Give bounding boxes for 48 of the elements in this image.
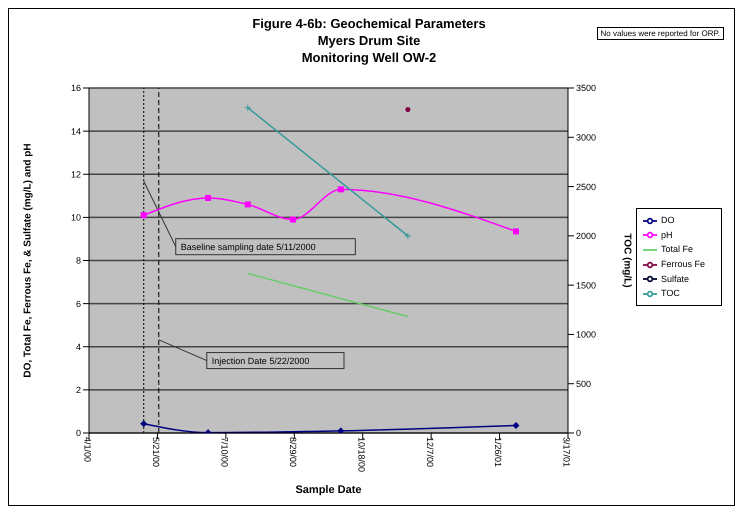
- point: [338, 186, 344, 192]
- chart-title: Figure 4-6b: Geochemical Parameters: [252, 16, 486, 31]
- y2-tick-label: 2000: [576, 231, 596, 242]
- x-tick-label: 7/10/00: [219, 437, 230, 468]
- y2-tick-label: 0: [576, 428, 581, 438]
- point: [512, 422, 520, 429]
- y2-tick-label: 2500: [576, 182, 596, 192]
- point: [244, 201, 251, 208]
- y2-tick-label: 1000: [576, 330, 596, 340]
- ref-line-label: Baseline sampling date 5/11/2000: [180, 242, 316, 252]
- legend-label: Sulfate: [660, 274, 690, 284]
- legend-label: Total Fe: [660, 244, 693, 254]
- point: [512, 228, 519, 234]
- point: [337, 427, 344, 433]
- y2-axis-title: TOC (mg/L): [621, 233, 632, 288]
- y-axis-title: DO, Total Fe, Ferrous Fe, & Sulfate (mg/L) and pH: [22, 143, 34, 378]
- y-tick-label: 2: [76, 385, 81, 396]
- y2-tick-label: 500: [576, 378, 592, 389]
- y2-tick-label: 1500: [576, 280, 596, 290]
- y-tick-label: 14: [70, 126, 81, 136]
- x-tick-label: 12/7/00: [424, 437, 435, 468]
- point: [405, 107, 410, 112]
- y-tick-label: 4: [76, 342, 81, 352]
- x-axis-title: Sample Date: [295, 484, 362, 496]
- y-tick-label: 16: [70, 83, 81, 94]
- y2-tick-label: 3500: [576, 83, 596, 94]
- legend-label: pH: [660, 230, 672, 240]
- point: [290, 216, 296, 223]
- y2-tick-label: 3000: [576, 132, 596, 142]
- ref-line-label: Injection Date 5/22/2000: [212, 356, 310, 366]
- text: No values were reported for ORP.: [596, 27, 724, 40]
- y-tick-label: 6: [76, 298, 81, 309]
- x-tick-label: 4/1/00: [82, 437, 93, 462]
- x-tick-label: 1/26/01: [493, 437, 504, 468]
- point: [140, 212, 147, 218]
- y-tick-label: 12: [70, 169, 81, 180]
- legend-label: Ferrous Fe: [660, 259, 705, 269]
- x-tick-label: 8/29/00: [288, 437, 298, 468]
- legend-label: TOC: [660, 288, 680, 298]
- legend-label: DO: [660, 215, 674, 226]
- y-tick-label: 10: [70, 212, 81, 223]
- point: [140, 420, 148, 428]
- x-tick-label: 5/21/00: [151, 437, 162, 468]
- x-tick-label: 3/17/01: [562, 437, 572, 468]
- y-tick-label: 0: [76, 428, 81, 438]
- point: [205, 194, 212, 201]
- y-tick-label: 8: [76, 256, 81, 266]
- x-tick-label: 10/18/00: [356, 437, 366, 472]
